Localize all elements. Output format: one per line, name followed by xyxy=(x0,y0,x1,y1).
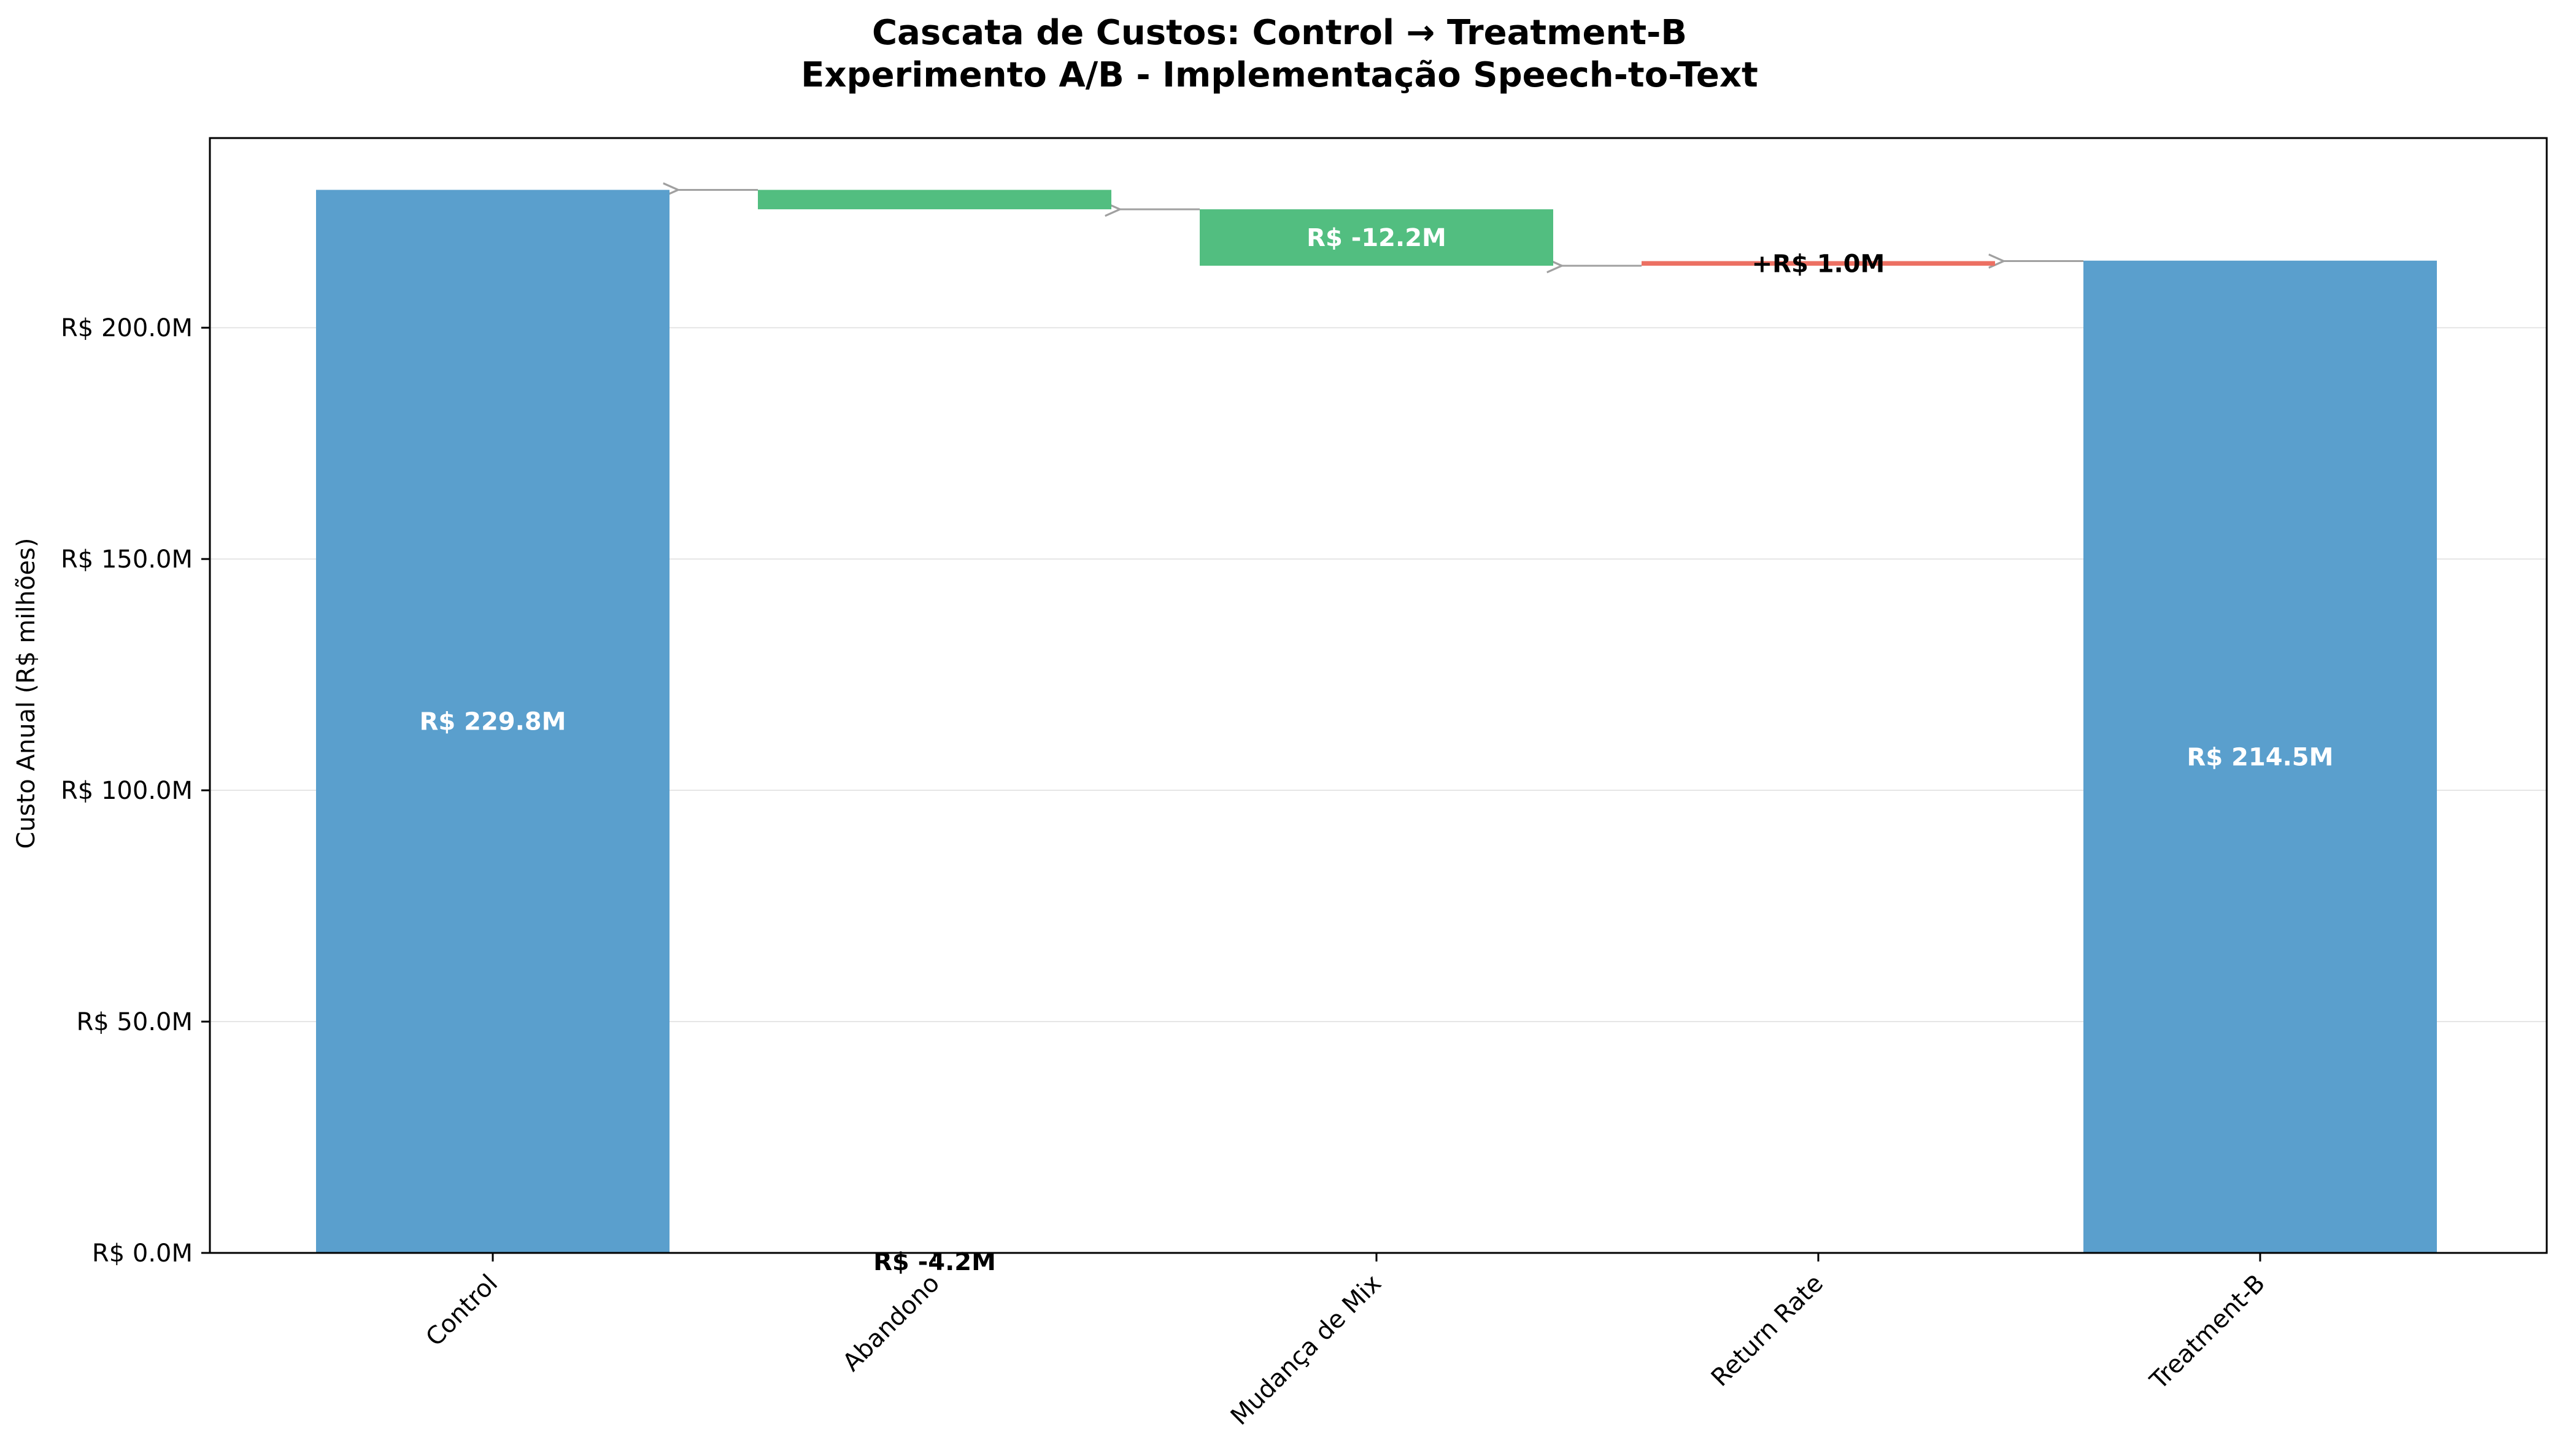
chart-subtitle: Experimento A/B - Implementação Speech-t… xyxy=(801,55,1758,95)
y-tick-label: R$ 150.0M xyxy=(61,545,193,574)
y-axis-label: Custo Anual (R$ milhões) xyxy=(12,537,41,849)
y-tick-label: R$ 100.0M xyxy=(61,777,193,805)
y-tick-label: R$ 50.0M xyxy=(76,1008,193,1036)
waterfall-bar xyxy=(1200,209,1553,266)
connector-arrows xyxy=(678,190,2083,266)
x-tick-label: Treatment-B xyxy=(2144,1269,2271,1396)
bar-value-label: +R$ 1.0M xyxy=(1752,250,1885,278)
bar-value-label: R$ -12.2M xyxy=(1307,224,1446,252)
y-tick-label: R$ 0.0M xyxy=(92,1239,193,1268)
x-axis-ticks: Control Abandono Mudança de Mix Return Rate… xyxy=(420,1253,2271,1431)
bar-value-label: R$ 229.8M xyxy=(420,708,566,736)
bar-value-label: R$ -4.2M xyxy=(873,1248,996,1276)
bar-value-label: R$ 214.5M xyxy=(2187,743,2334,771)
waterfall-bar xyxy=(1642,261,1995,266)
waterfall-bar xyxy=(316,190,670,1253)
plot-frame xyxy=(209,137,2548,1254)
x-tick-label: Return Rate xyxy=(1706,1269,1829,1392)
bar-labels: R$ 229.8M R$ -4.2M R$ -12.2M +R$ 1.0M R$ 214… xyxy=(420,224,2334,1276)
bars xyxy=(316,190,2437,1253)
x-tick-label: Abandono xyxy=(837,1269,945,1377)
chart-title: Cascata de Custos: Control → Treatment-B xyxy=(872,13,1687,53)
y-axis-ticks: R$ 0.0M R$ 50.0M R$ 100.0M R$ 150.0M R$ 200.… xyxy=(61,314,210,1268)
waterfall-bar xyxy=(2083,260,2437,1253)
x-tick-label: Mudança de Mix xyxy=(1225,1269,1387,1431)
y-tick-label: R$ 200.0M xyxy=(61,314,193,342)
waterfall-bar xyxy=(758,190,1111,210)
x-tick-label: Control xyxy=(420,1269,503,1352)
